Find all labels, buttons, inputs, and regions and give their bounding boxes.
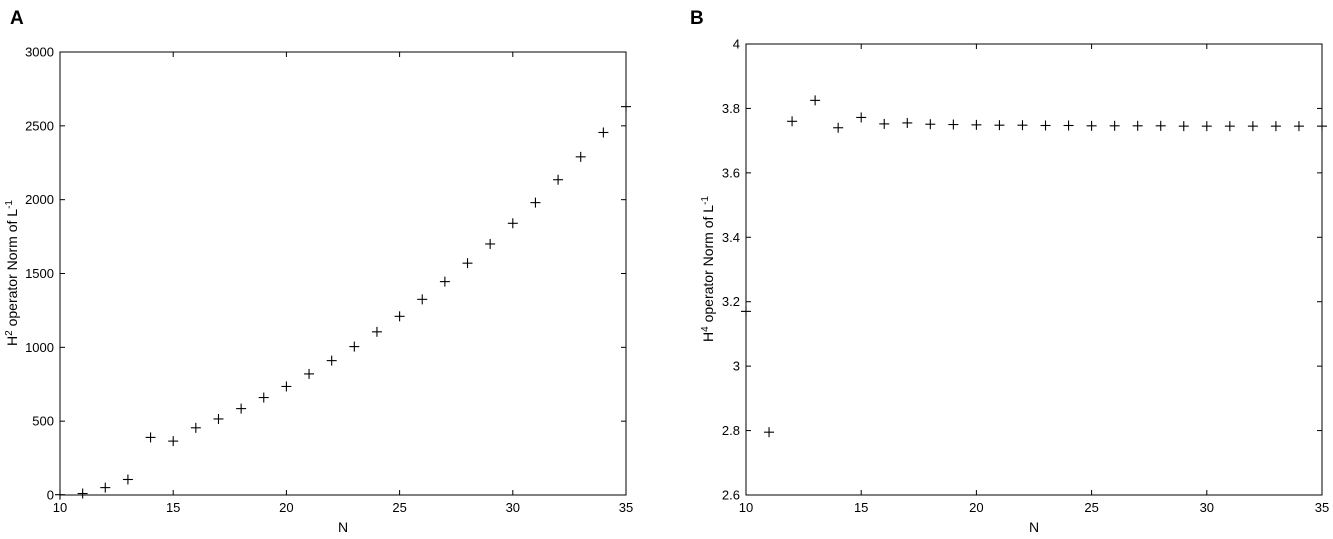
panel-a-data-point <box>394 311 405 322</box>
panel-a-data-point <box>168 436 179 447</box>
panel-a-data-point <box>371 326 382 337</box>
panel-b-data-point <box>1178 121 1189 132</box>
panel-a-markers <box>55 101 631 500</box>
panel-a-data-point <box>77 488 88 499</box>
panel-b-data-point <box>1063 120 1074 131</box>
panel-b-data-point <box>1109 120 1120 131</box>
panel-a-data-point <box>485 238 496 249</box>
panel-b-y-tick-label: 4 <box>733 37 740 52</box>
panel-a-x-tick-label: 25 <box>392 500 406 515</box>
panel-a-y-tick-label: 2500 <box>25 118 54 133</box>
panel-b-letter: B <box>690 8 704 29</box>
panel-a-data-point <box>575 151 586 162</box>
panel-a-data-point <box>439 276 450 287</box>
panel-a-data-point <box>258 392 269 403</box>
panel-b-data-point <box>948 119 959 130</box>
panel-a-data-point <box>553 174 564 185</box>
panel-b-data-point <box>810 95 821 106</box>
panel-b-y-tick-label: 3 <box>733 359 740 374</box>
panel-b-data-point <box>1293 121 1304 132</box>
panel-a-y-tick-label: 0 <box>47 488 54 503</box>
panel-b-data-point <box>1317 121 1327 132</box>
panel-b-data-point <box>787 116 798 127</box>
panel-a-data-point <box>598 127 609 138</box>
panel-b-y-tick-label: 3.8 <box>722 101 740 116</box>
panel-a-x-tick-label: 30 <box>506 500 520 515</box>
panel-b-data-point <box>1040 120 1051 131</box>
panel-b-x-tick-label: 35 <box>1315 500 1329 515</box>
panel-b-x-tick-label: 20 <box>969 500 983 515</box>
panel-b-data-point <box>994 120 1005 131</box>
panel-b-data-point <box>1270 121 1281 132</box>
panel-b-data-point <box>925 119 936 130</box>
panel-b-y-tick-label: 2.6 <box>722 488 740 503</box>
panel-a-y-tick-label: 1000 <box>25 340 54 355</box>
panel-a-x-tick-label: 10 <box>53 500 67 515</box>
panel-b-y-tick-label: 3.6 <box>722 165 740 180</box>
panel-b-data-point <box>1086 120 1097 131</box>
panel-b-data-point <box>1132 120 1143 131</box>
panel-b-data-point <box>902 117 913 128</box>
panel-a-data-point <box>281 381 292 392</box>
panel-b-data-point <box>1247 121 1258 132</box>
panel-a-data-point <box>304 368 315 379</box>
panel-b-y-tick-label: 2.8 <box>722 423 740 438</box>
panel-a-letter: A <box>10 8 24 29</box>
panel-b-data-point <box>764 427 775 438</box>
panel-a-x-tick-label: 15 <box>166 500 180 515</box>
panel-a-y-tick-label: 2000 <box>25 192 54 207</box>
panel-b-plot-frame <box>745 43 1323 496</box>
panel-a-data-point <box>100 482 111 493</box>
panel-a-y-tick-label: 500 <box>32 414 54 429</box>
panel-b-data-point <box>833 122 844 133</box>
panel-b-y-tick-label: 3.2 <box>722 294 740 309</box>
panel-a-data-point <box>462 258 473 269</box>
panel-b-data-point <box>1201 121 1212 132</box>
panel-b-y-axis-label: H4 operator Norm of L-1 <box>700 196 717 342</box>
panel-a-y-tick-label: 1500 <box>25 266 54 281</box>
panel-b-data-point <box>1155 120 1166 131</box>
panel-b: B 10 15 20 25 30 35 2.6 2.8 3 3.2 3.4 3.6 3.8 4 N H4 … <box>690 8 1329 535</box>
panel-a-data-point <box>417 294 428 305</box>
panel-b-x-tick-label: 10 <box>739 500 753 515</box>
panel-a-data-point <box>190 422 201 433</box>
panel-a-plot-frame <box>59 51 627 496</box>
panel-a-data-point <box>326 355 337 366</box>
panel-a-data-point <box>621 101 631 112</box>
panel-a-x-tick-label: 20 <box>279 500 293 515</box>
panel-b-x-tick-label: 15 <box>854 500 868 515</box>
panel-a-data-point <box>145 432 156 443</box>
panel-a-data-point <box>507 218 518 229</box>
panel-a-ticks: 10 15 20 25 30 35 0 500 1000 1500 2000 2500 3000 <box>25 45 633 516</box>
panel-a-y-axis-label: H2 operator Norm of L-1 <box>4 200 21 346</box>
panel-a-y-tick-label: 3000 <box>25 45 54 60</box>
panel-b-y-tick-label: 3.4 <box>722 230 740 245</box>
panel-b-x-tick-label: 25 <box>1084 500 1098 515</box>
panel-b-x-axis-label: N <box>1029 519 1039 535</box>
panel-a-data-point <box>236 403 247 414</box>
panel-b-data-point <box>879 118 890 129</box>
panel-a-data-point <box>213 413 224 424</box>
panel-b-x-tick-label: 30 <box>1200 500 1214 515</box>
panel-a-data-point <box>530 197 541 208</box>
panel-b-data-point <box>741 306 751 317</box>
panel-a-x-tick-label: 35 <box>619 500 633 515</box>
panel-a-data-point <box>122 474 133 485</box>
panel-b-markers <box>741 95 1327 438</box>
panel-b-ticks: 10 15 20 25 30 35 2.6 2.8 3 3.2 3.4 3.6 3.8 4 <box>722 37 1329 516</box>
panel-a-data-point <box>349 341 360 352</box>
panel-b-data-point <box>1224 121 1235 132</box>
panel-a: A 10 15 20 25 30 35 0 500 1000 1500 2000 2500 3000 N… <box>4 8 634 535</box>
panel-a-x-axis-label: N <box>338 519 348 535</box>
panel-a-data-point <box>55 489 65 500</box>
panel-b-data-point <box>1017 120 1028 131</box>
panel-b-data-point <box>971 119 982 130</box>
panel-b-data-point <box>856 112 867 123</box>
